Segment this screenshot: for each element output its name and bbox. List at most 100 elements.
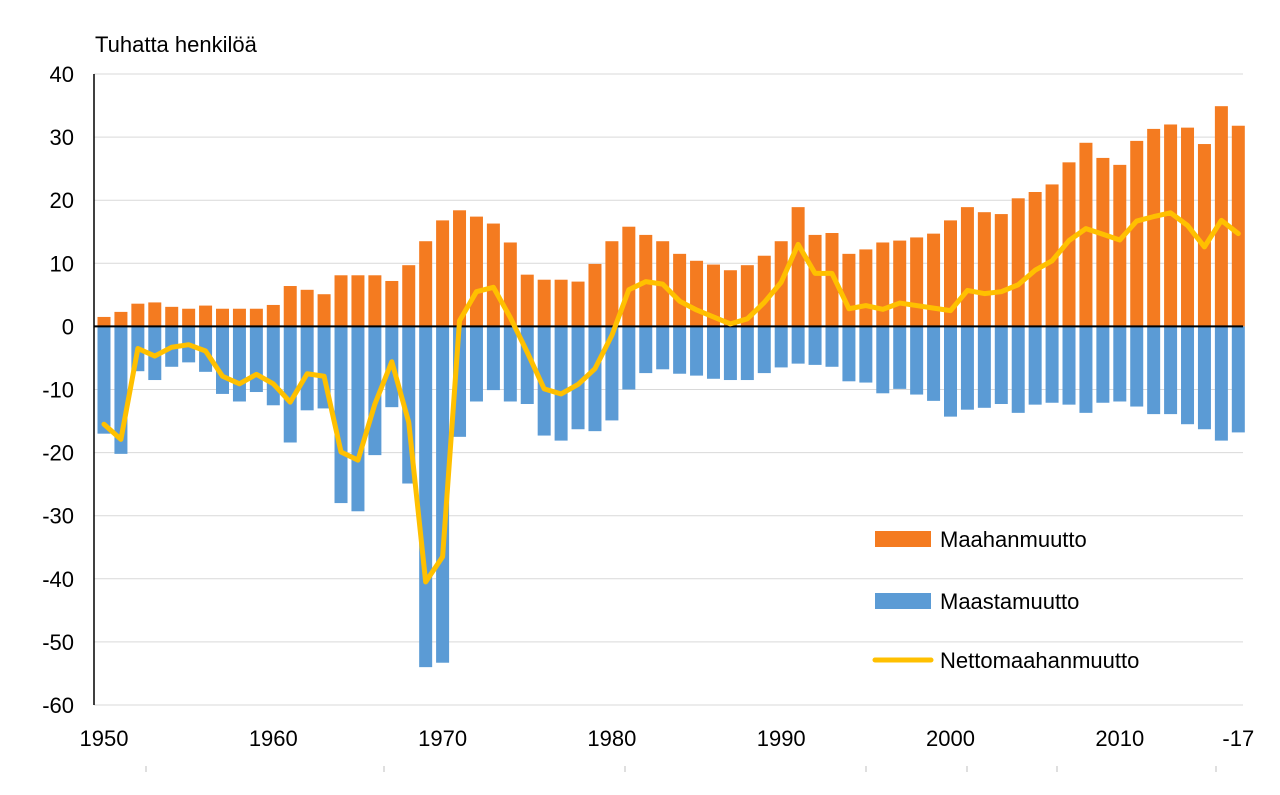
legend-label-maastamuutto: Maastamuutto [940,589,1079,614]
bar-maastamuutto-2003 [994,326,1008,405]
bar-maahanmuutto-1956 [199,305,213,327]
gridlines [94,73,1243,706]
x-tick-label: 2010 [1095,726,1144,751]
bar-maastamuutto-1997 [893,326,907,389]
bar-maahanmuutto-1972 [469,216,483,327]
bar-maahanmuutto-1953 [148,302,162,327]
bar-maastamuutto-1970 [436,326,450,663]
bar-maastamuutto-1973 [486,326,500,391]
bar-maastamuutto-2015 [1197,326,1211,430]
bar-maahanmuutto-1987 [723,270,737,327]
y-axis-unit-label: Tuhatta henkilöä [95,32,258,57]
bar-maastamuutto-1996 [876,326,890,394]
bar-maastamuutto-1977 [554,326,568,441]
x-tick-labels: 1950 1960 1970 1980 1990 2000 2010 -17 [80,726,1254,772]
bar-maahanmuutto-2004 [1011,198,1025,327]
x-tick-label: 1960 [249,726,298,751]
bar-maahanmuutto-1959 [249,308,263,327]
bar-maahanmuutto-1995 [859,249,873,327]
bar-maahanmuutto-1999 [927,233,941,327]
bar-maahanmuutto-1993 [825,233,839,327]
bar-maahanmuutto-1969 [419,241,433,327]
bar-maahanmuutto-2012 [1147,128,1161,327]
bar-maahanmuutto-1950 [97,316,111,327]
bar-maastamuutto-1964 [334,326,348,504]
bar-maahanmuutto-1968 [402,265,416,327]
bar-maahanmuutto-2008 [1079,142,1093,327]
net-migration-line-layer [101,210,1241,585]
bar-maahanmuutto-1970 [436,220,450,327]
bar-maastamuutto-1982 [639,326,653,374]
y-tick-label: -30 [42,504,74,529]
bar-maahanmuutto-1988 [740,265,754,327]
bar-maastamuutto-2006 [1045,326,1059,403]
legend: Maahanmuutto Maastamuutto Nettomaahanmuu… [872,527,1139,673]
bar-maastamuutto-1953 [148,326,162,381]
bar-maahanmuutto-1980 [605,241,619,327]
bar-maahanmuutto-1998 [910,237,924,327]
bar-maahanmuutto-2009 [1096,157,1110,327]
bar-maahanmuutto-2010 [1113,164,1127,327]
bar-maastamuutto-2010 [1113,326,1127,402]
bar-maahanmuutto-1954 [165,306,179,327]
bar-maahanmuutto-2016 [1214,106,1228,327]
y-tick-label: 0 [62,314,74,339]
bar-maahanmuutto-1997 [893,240,907,327]
bar-maastamuutto-2008 [1079,326,1093,413]
x-tick-label: 2000 [926,726,975,751]
bar-maahanmuutto-1984 [673,253,687,327]
bar-maahanmuutto-1974 [503,242,517,327]
y-tick-label: -40 [42,567,74,592]
y-tick-label: -60 [42,693,74,718]
bar-maahanmuutto-1951 [114,311,128,327]
bar-maahanmuutto-1963 [317,294,331,327]
bar-maastamuutto-2017 [1231,326,1245,433]
bar-maastamuutto-1998 [910,326,924,395]
bar-maastamuutto-1991 [791,326,805,364]
bar-maastamuutto-2000 [944,326,957,417]
bar-maastamuutto-1980 [605,326,619,421]
bar-maastamuutto-1983 [656,326,670,370]
y-tick-label: 20 [50,188,74,213]
bar-maahanmuutto-1964 [334,275,348,327]
bar-maahanmuutto-2011 [1130,140,1144,327]
bar-maahanmuutto-1973 [486,223,500,327]
bar-maastamuutto-1989 [757,326,771,374]
bar-maastamuutto-1961 [283,326,297,443]
bar-maahanmuutto-1978 [571,281,585,327]
bar-maahanmuutto-1994 [842,253,856,327]
bar-maahanmuutto-1957 [216,308,230,327]
axes [93,74,1243,705]
x-tick-label: 1980 [587,726,636,751]
bar-maahanmuutto-1971 [453,210,467,327]
bar-maastamuutto-1995 [859,326,873,383]
bar-maastamuutto-1959 [249,326,263,393]
bar-maahanmuutto-1986 [706,264,720,327]
bar-maahanmuutto-1996 [876,242,890,327]
bar-maastamuutto-1987 [723,326,737,381]
bar-maahanmuutto-2000 [944,220,957,327]
bar-maahanmuutto-1966 [368,275,382,327]
bar-maastamuutto-1993 [825,326,839,367]
bar-maastamuutto-1986 [706,326,720,379]
bar-maastamuutto-1994 [842,326,856,382]
bar-maahanmuutto-1976 [537,279,551,327]
bar-maastamuutto-2016 [1214,326,1228,441]
bar-maastamuutto-1992 [808,326,822,365]
bar-maahanmuutto-1989 [757,255,771,327]
bar-maahanmuutto-1991 [791,207,805,327]
legend-label-maahanmuutto: Maahanmuutto [940,527,1087,552]
y-tick-label: -20 [42,441,74,466]
y-tick-labels: 40 30 20 10 0 -10 -20 -30 -40 -50 -60 [42,62,74,718]
bar-maahanmuutto-1952 [131,303,145,327]
legend-label-nettomaahanmuutto: Nettomaahanmuutto [940,648,1139,673]
bar-maahanmuutto-1960 [266,304,280,327]
y-tick-label: 10 [50,251,74,276]
bar-maastamuutto-1990 [774,326,788,368]
bar-maastamuutto-2004 [1011,326,1025,413]
bar-maastamuutto-1974 [503,326,517,402]
bar-maastamuutto-2002 [977,326,991,408]
x-tick-label: 1970 [418,726,467,751]
bar-maahanmuutto-1979 [588,263,602,327]
y-tick-label: -50 [42,630,74,655]
